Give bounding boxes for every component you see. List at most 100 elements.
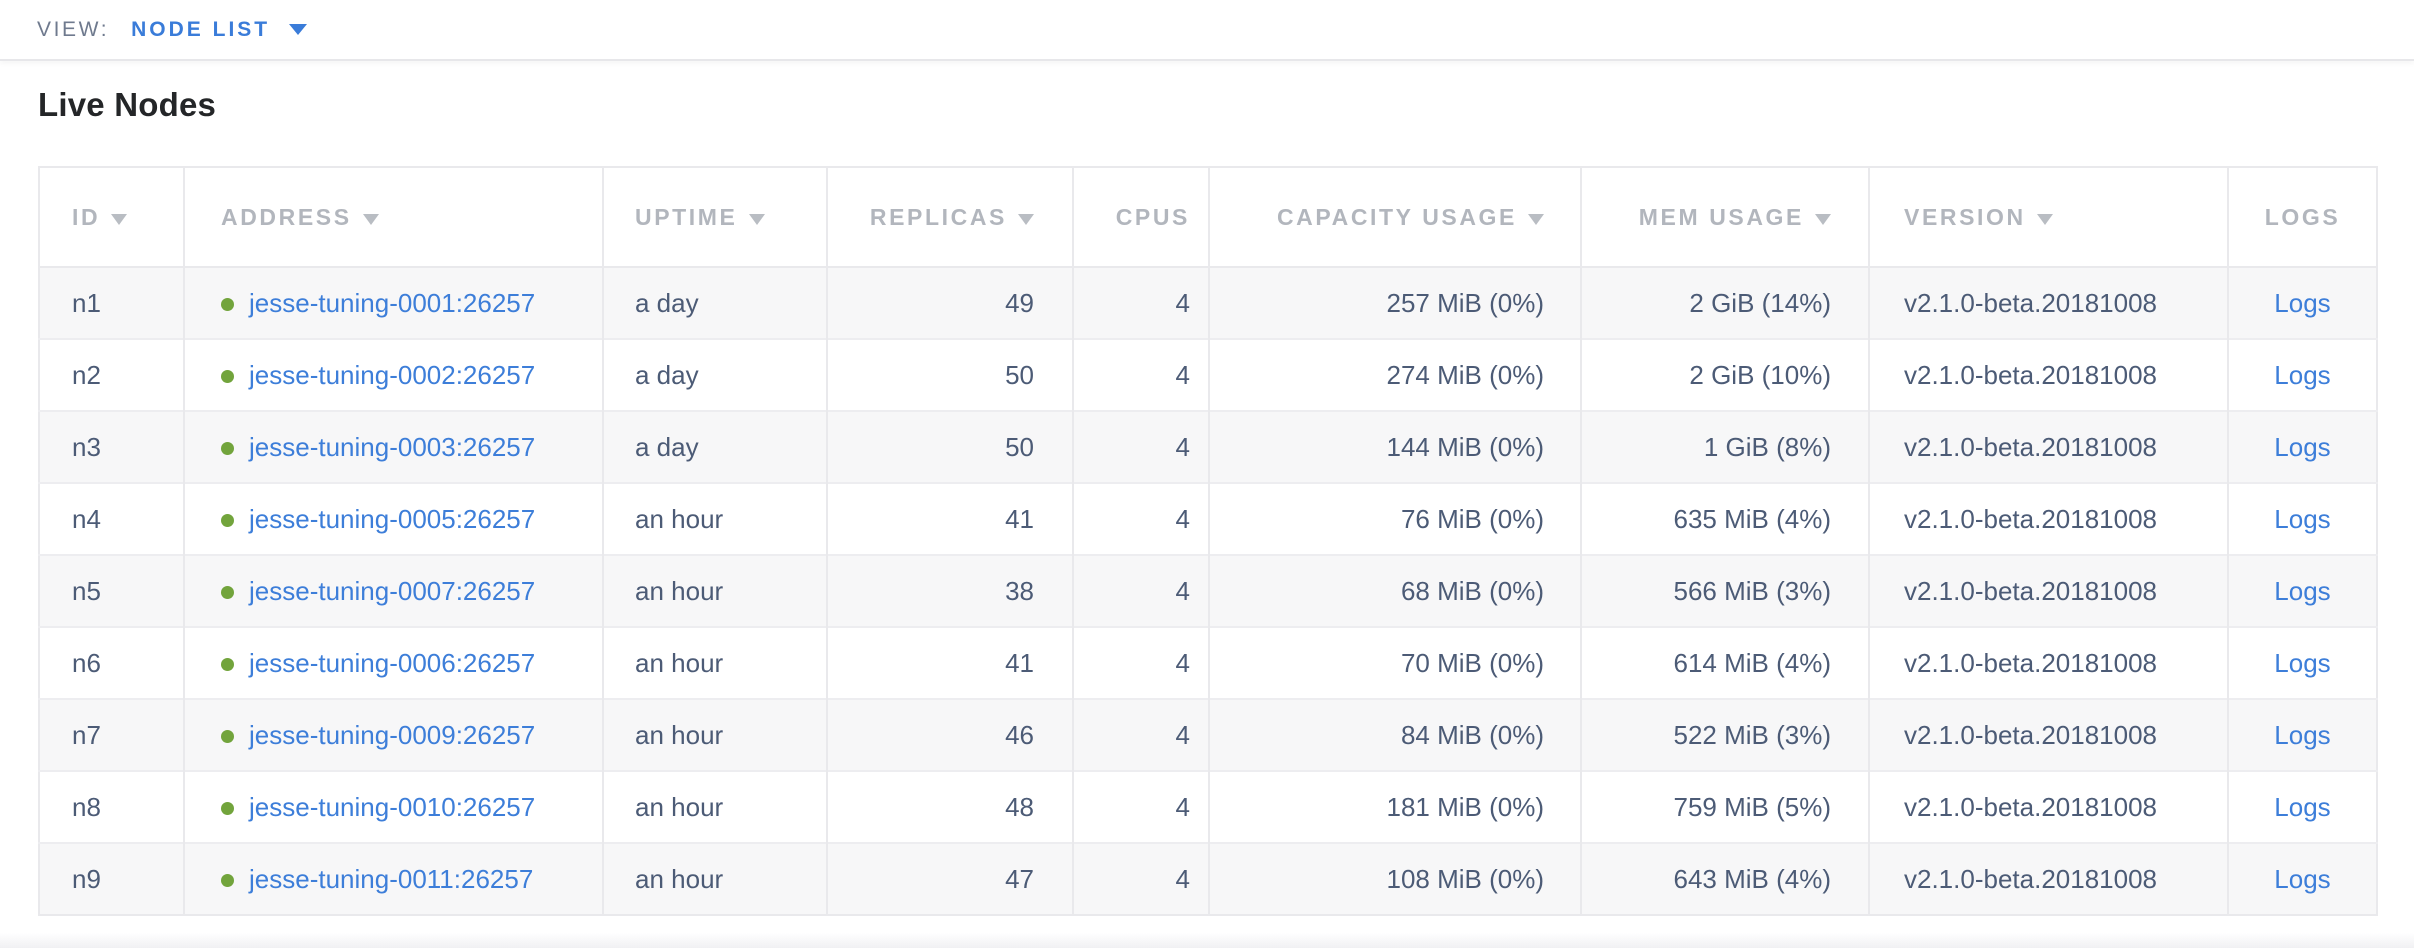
column-label: CAPACITY USAGE [1276, 203, 1517, 230]
column-header-replicas[interactable]: REPLICAS [827, 167, 1074, 268]
cell-uptime: a day [603, 410, 828, 483]
column-header-cpus: CPUS [1073, 167, 1210, 268]
cell-mem-usage: 759 MiB (5%) [1581, 770, 1870, 843]
node-address-link[interactable]: jesse-tuning-0006:26257 [249, 647, 536, 678]
node-live-status-icon [221, 874, 234, 888]
cell-logs: Logs [2228, 698, 2377, 771]
cell-mem-usage: 522 MiB (3%) [1581, 698, 1870, 771]
table-row: n7 jesse-tuning-0009:26257 an hour 46 4 84 Mi… [39, 698, 2377, 771]
cell-node-id: n2 [39, 338, 185, 411]
cell-version: v2.1.0-beta.20181008 [1869, 410, 2229, 483]
table-row: n2 jesse-tuning-0002:26257 a day 50 4 274 MiB… [39, 338, 2377, 411]
cell-capacity-usage: 76 MiB (0%) [1209, 482, 1582, 555]
cell-cpus: 4 [1073, 267, 1210, 339]
cell-node-id: n3 [39, 410, 185, 483]
column-header-address[interactable]: ADDRESS [184, 167, 604, 268]
cell-address: jesse-tuning-0005:26257 [184, 482, 604, 555]
cell-mem-usage: 1 GiB (8%) [1581, 410, 1870, 483]
node-address-link[interactable]: jesse-tuning-0007:26257 [249, 575, 536, 606]
cell-cpus: 4 [1073, 698, 1210, 771]
cell-replicas: 47 [827, 842, 1074, 915]
cell-cpus: 4 [1073, 338, 1210, 411]
view-selector-bar: VIEW: NODE LIST [0, 0, 2414, 61]
live-nodes-section: Live Nodes ID ADDRESS UPTIME REPLICAS CPUS CA… [0, 85, 2414, 916]
view-label: VIEW: [37, 17, 110, 41]
column-header-id[interactable]: ID [39, 167, 185, 268]
cell-logs: Logs [2228, 626, 2377, 699]
view-dropdown-value: NODE LIST [131, 17, 271, 41]
cell-version: v2.1.0-beta.20181008 [1869, 698, 2229, 771]
node-address-link[interactable]: jesse-tuning-0010:26257 [249, 791, 536, 822]
cell-uptime: an hour [603, 842, 828, 915]
sort-desc-icon [1018, 213, 1034, 225]
cell-replicas: 50 [827, 338, 1074, 411]
view-dropdown[interactable]: NODE LIST [131, 17, 308, 42]
logs-link[interactable]: Logs [2274, 287, 2331, 318]
cell-version: v2.1.0-beta.20181008 [1869, 770, 2229, 843]
sort-desc-icon [1815, 213, 1831, 225]
logs-link[interactable]: Logs [2274, 503, 2331, 534]
cell-mem-usage: 643 MiB (4%) [1581, 842, 1870, 915]
node-address-link[interactable]: jesse-tuning-0011:26257 [249, 863, 534, 894]
logs-link[interactable]: Logs [2274, 791, 2331, 822]
node-address-link[interactable]: jesse-tuning-0003:26257 [249, 431, 536, 462]
logs-link[interactable]: Logs [2274, 719, 2331, 750]
cell-version: v2.1.0-beta.20181008 [1869, 338, 2229, 411]
node-address-link[interactable]: jesse-tuning-0002:26257 [249, 359, 536, 390]
cell-logs: Logs [2228, 842, 2377, 915]
cell-version: v2.1.0-beta.20181008 [1869, 842, 2229, 915]
logs-link[interactable]: Logs [2274, 431, 2331, 462]
page-bottom-shadow [0, 933, 2414, 948]
node-address-link[interactable]: jesse-tuning-0009:26257 [249, 719, 536, 750]
node-address-link[interactable]: jesse-tuning-0001:26257 [249, 287, 536, 318]
table-row: n8 jesse-tuning-0010:26257 an hour 48 4 181 M… [39, 770, 2377, 843]
column-header-uptime[interactable]: UPTIME [603, 167, 828, 268]
cell-address: jesse-tuning-0009:26257 [184, 698, 604, 771]
logs-link[interactable]: Logs [2274, 863, 2331, 894]
cell-capacity-usage: 108 MiB (0%) [1209, 842, 1582, 915]
header-row: ID ADDRESS UPTIME REPLICAS CPUS CAPACITY USAG… [39, 167, 2377, 268]
cell-cpus: 4 [1073, 770, 1210, 843]
cell-address: jesse-tuning-0006:26257 [184, 626, 604, 699]
table-header-row: ID ADDRESS UPTIME REPLICAS CPUS CAPACITY USAG… [39, 167, 2377, 268]
column-label: ID [72, 203, 101, 230]
column-label: UPTIME [635, 203, 738, 230]
logs-link[interactable]: Logs [2274, 647, 2331, 678]
cell-mem-usage: 614 MiB (4%) [1581, 626, 1870, 699]
table-row: n6 jesse-tuning-0006:26257 an hour 41 4 70 Mi… [39, 626, 2377, 699]
cell-cpus: 4 [1073, 626, 1210, 699]
sort-desc-icon [362, 213, 379, 225]
column-header-version[interactable]: VERSION [1869, 167, 2229, 268]
cell-cpus: 4 [1073, 410, 1210, 483]
cell-capacity-usage: 274 MiB (0%) [1209, 338, 1582, 411]
chevron-down-icon [289, 24, 308, 35]
column-header-capacity[interactable]: CAPACITY USAGE [1209, 167, 1582, 268]
column-label: VERSION [1904, 203, 2026, 230]
logs-link[interactable]: Logs [2274, 359, 2331, 390]
node-address-link[interactable]: jesse-tuning-0005:26257 [249, 503, 536, 534]
logs-link[interactable]: Logs [2274, 575, 2331, 606]
cell-logs: Logs [2228, 410, 2377, 483]
cell-logs: Logs [2228, 338, 2377, 411]
cell-mem-usage: 2 GiB (10%) [1581, 338, 1870, 411]
cell-uptime: an hour [603, 770, 828, 843]
cell-mem-usage: 635 MiB (4%) [1581, 482, 1870, 555]
cell-capacity-usage: 257 MiB (0%) [1209, 267, 1582, 339]
cell-node-id: n6 [39, 626, 185, 699]
column-header-mem[interactable]: MEM USAGE [1581, 167, 1870, 268]
cell-capacity-usage: 181 MiB (0%) [1209, 770, 1582, 843]
cell-logs: Logs [2228, 482, 2377, 555]
cell-node-id: n7 [39, 698, 185, 771]
node-live-status-icon [221, 514, 234, 528]
cell-address: jesse-tuning-0001:26257 [184, 267, 604, 339]
sort-desc-icon [748, 213, 765, 225]
page-title: Live Nodes [38, 86, 217, 123]
cell-uptime: a day [603, 338, 828, 411]
node-live-status-icon [221, 586, 234, 600]
sort-desc-icon [1528, 213, 1544, 225]
cell-node-id: n4 [39, 482, 185, 555]
cell-node-id: n9 [39, 842, 185, 915]
cell-address: jesse-tuning-0007:26257 [184, 554, 604, 627]
cell-cpus: 4 [1073, 554, 1210, 627]
node-live-status-icon [221, 442, 234, 456]
